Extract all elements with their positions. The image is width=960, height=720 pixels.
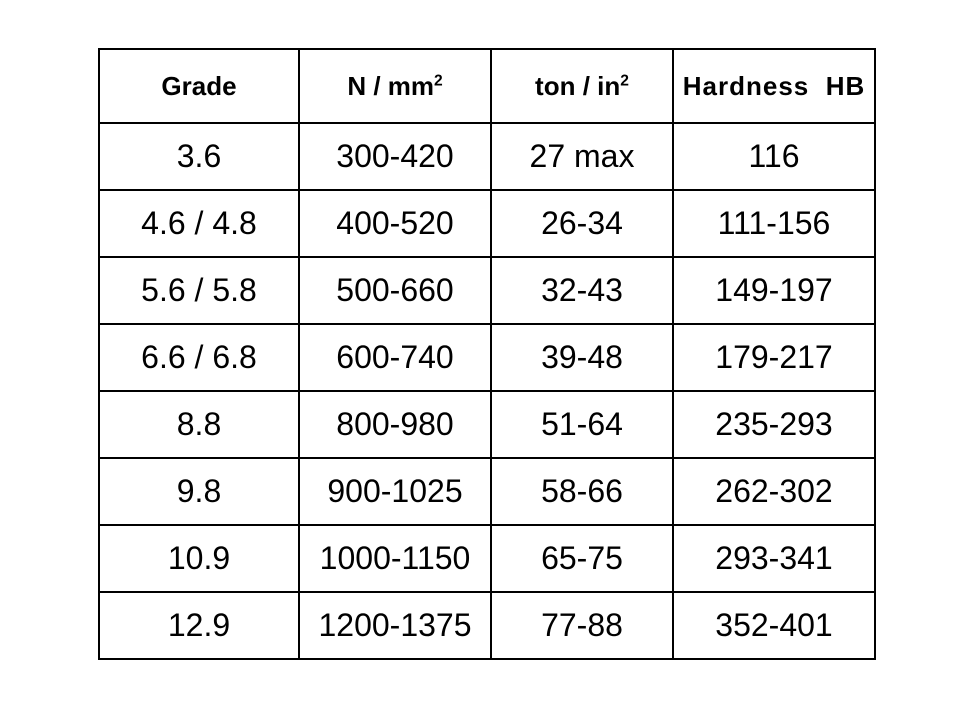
- table-body: 3.6 300-420 27 max 116 4.6 / 4.8 400-520…: [99, 123, 875, 659]
- table-row: 6.6 / 6.8 600-740 39-48 179-217: [99, 324, 875, 391]
- cell-grade: 8.8: [99, 391, 299, 458]
- table-row: 12.9 1200-1375 77-88 352-401: [99, 592, 875, 659]
- cell-grade: 6.6 / 6.8: [99, 324, 299, 391]
- cell-grade: 9.8: [99, 458, 299, 525]
- table-header-row: Grade N / mm2 ton / in2 Hardness HB: [99, 49, 875, 123]
- col-header-grade: Grade: [99, 49, 299, 123]
- cell-grade: 12.9: [99, 592, 299, 659]
- cell-ton-in2: 65-75: [491, 525, 673, 592]
- cell-hardness-hb: 116: [673, 123, 875, 190]
- table-row: 8.8 800-980 51-64 235-293: [99, 391, 875, 458]
- cell-hardness-hb: 352-401: [673, 592, 875, 659]
- cell-n-mm2: 500-660: [299, 257, 491, 324]
- cell-n-mm2: 1200-1375: [299, 592, 491, 659]
- col-header-ton-in2: ton / in2: [491, 49, 673, 123]
- cell-hardness-hb: 179-217: [673, 324, 875, 391]
- cell-ton-in2: 39-48: [491, 324, 673, 391]
- cell-grade: 4.6 / 4.8: [99, 190, 299, 257]
- table-row: 3.6 300-420 27 max 116: [99, 123, 875, 190]
- cell-ton-in2: 26-34: [491, 190, 673, 257]
- table-row: 9.8 900-1025 58-66 262-302: [99, 458, 875, 525]
- table-row: 10.9 1000-1150 65-75 293-341: [99, 525, 875, 592]
- col-header-n-mm2: N / mm2: [299, 49, 491, 123]
- cell-grade: 5.6 / 5.8: [99, 257, 299, 324]
- cell-n-mm2: 600-740: [299, 324, 491, 391]
- cell-n-mm2: 300-420: [299, 123, 491, 190]
- cell-ton-in2: 32-43: [491, 257, 673, 324]
- table-header: Grade N / mm2 ton / in2 Hardness HB: [99, 49, 875, 123]
- cell-grade: 10.9: [99, 525, 299, 592]
- table-row: 5.6 / 5.8 500-660 32-43 149-197: [99, 257, 875, 324]
- cell-ton-in2: 27 max: [491, 123, 673, 190]
- cell-ton-in2: 51-64: [491, 391, 673, 458]
- material-grade-table: Grade N / mm2 ton / in2 Hardness HB 3.6 …: [98, 48, 876, 660]
- cell-n-mm2: 900-1025: [299, 458, 491, 525]
- cell-ton-in2: 77-88: [491, 592, 673, 659]
- table-row: 4.6 / 4.8 400-520 26-34 111-156: [99, 190, 875, 257]
- cell-n-mm2: 400-520: [299, 190, 491, 257]
- cell-n-mm2: 800-980: [299, 391, 491, 458]
- cell-ton-in2: 58-66: [491, 458, 673, 525]
- cell-hardness-hb: 111-156: [673, 190, 875, 257]
- cell-grade: 3.6: [99, 123, 299, 190]
- col-header-hardness-hb: Hardness HB: [673, 49, 875, 123]
- cell-n-mm2: 1000-1150: [299, 525, 491, 592]
- cell-hardness-hb: 293-341: [673, 525, 875, 592]
- cell-hardness-hb: 235-293: [673, 391, 875, 458]
- cell-hardness-hb: 149-197: [673, 257, 875, 324]
- cell-hardness-hb: 262-302: [673, 458, 875, 525]
